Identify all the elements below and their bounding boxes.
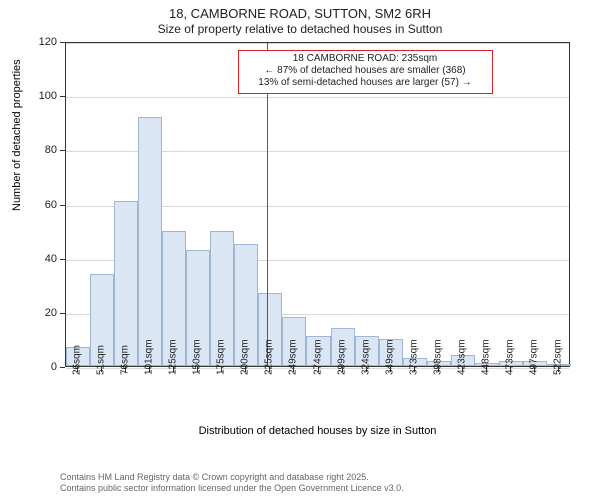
y-tick-mark [60,367,65,368]
y-tick-mark [60,205,65,206]
chart-subtitle: Size of property relative to detached ho… [0,22,600,36]
y-tick-mark [60,313,65,314]
y-tick-label: 100 [35,90,57,102]
property-size-histogram: 18, CAMBORNE ROAD, SUTTON, SM2 6RH Size … [0,0,600,500]
y-tick-label: 40 [35,253,57,265]
gridline [66,43,569,44]
y-tick-label: 60 [35,199,57,211]
x-axis-label: Distribution of detached houses by size … [65,425,570,437]
callout-box: 18 CAMBORNE ROAD: 235sqm← 87% of detache… [238,50,493,94]
y-tick-mark [60,259,65,260]
y-tick-label: 0 [35,361,57,373]
callout-line: 13% of semi-detached houses are larger (… [243,77,488,89]
attribution-text: Contains HM Land Registry data © Crown c… [60,472,404,495]
chart-title: 18, CAMBORNE ROAD, SUTTON, SM2 6RH [0,6,600,22]
y-tick-label: 20 [35,307,57,319]
callout-line: 18 CAMBORNE ROAD: 235sqm [243,53,488,65]
attribution-line: Contains public sector information licen… [60,483,404,494]
histogram-bar [114,201,138,366]
callout-line: ← 87% of detached houses are smaller (36… [243,65,488,77]
y-tick-mark [60,96,65,97]
y-tick-mark [60,42,65,43]
gridline [66,97,569,98]
attribution-line: Contains HM Land Registry data © Crown c… [60,472,404,483]
y-tick-label: 80 [35,144,57,156]
y-tick-mark [60,150,65,151]
histogram-bar [138,117,162,366]
y-tick-label: 120 [35,36,57,48]
